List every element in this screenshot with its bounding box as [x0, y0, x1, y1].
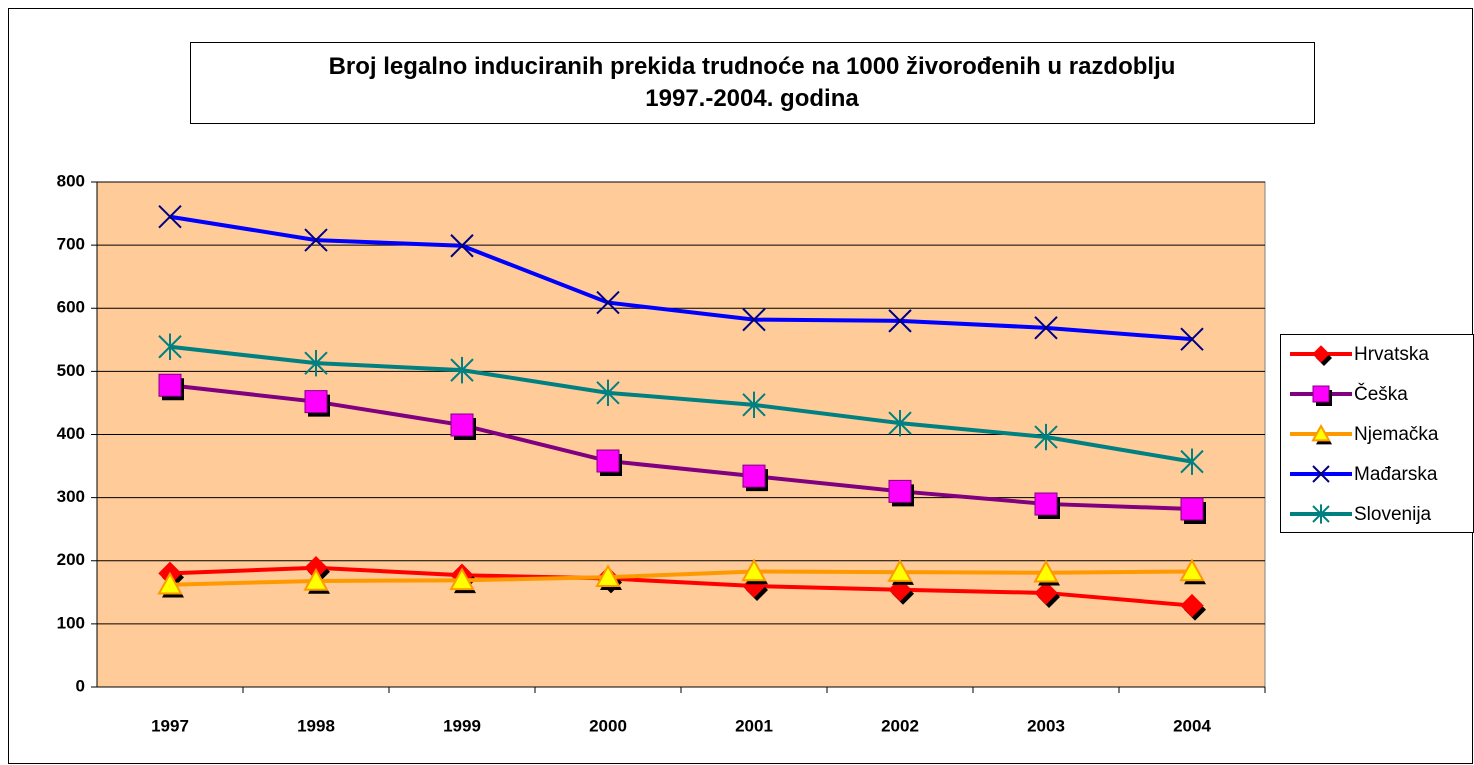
title-box [190, 42, 1315, 124]
marker [888, 309, 912, 333]
marker [1312, 345, 1330, 363]
marker [595, 564, 621, 587]
x-tick-label: 2003 [1027, 716, 1065, 735]
marker [887, 559, 913, 582]
marker [450, 356, 474, 384]
series-line [169, 214, 1193, 342]
x-tick-label: 2001 [735, 716, 773, 735]
marker [1180, 448, 1204, 475]
series-line [169, 344, 1193, 464]
marker [157, 571, 183, 595]
series-line [169, 383, 1193, 511]
marker [304, 349, 328, 377]
series-line [169, 569, 1193, 587]
marker [1033, 559, 1059, 583]
marker [888, 409, 912, 437]
y-tick-label: 100 [57, 613, 85, 632]
marker [741, 558, 767, 582]
x-tick-label: 2000 [589, 716, 627, 735]
x-tick-label: 1997 [151, 716, 189, 735]
series-line [169, 565, 1193, 608]
y-tick-label: 500 [57, 361, 85, 380]
marker [450, 413, 474, 437]
marker [304, 228, 328, 252]
legend-label: Češka [1354, 383, 1408, 405]
x-tick-label: 2002 [881, 716, 919, 735]
y-tick-label: 400 [57, 424, 85, 443]
marker [742, 464, 766, 488]
marker [1034, 316, 1058, 340]
marker [304, 390, 328, 414]
marker [1312, 504, 1330, 524]
marker [888, 479, 912, 503]
marker [450, 234, 474, 258]
marker [1180, 497, 1204, 521]
marker [158, 333, 182, 360]
marker [1312, 465, 1330, 483]
y-tick-label: 0 [76, 676, 85, 695]
y-tick-label: 700 [57, 235, 85, 254]
marker [1034, 423, 1058, 451]
marker [1034, 581, 1058, 605]
marker [888, 578, 912, 602]
marker [1180, 327, 1204, 351]
marker [1312, 385, 1330, 403]
legend-label: Hrvatska [1354, 344, 1429, 365]
marker [742, 391, 766, 419]
marker [449, 567, 475, 591]
y-tick-label: 300 [57, 487, 85, 506]
marker [158, 205, 182, 229]
marker [158, 373, 182, 397]
marker [1311, 423, 1331, 442]
y-tick-label: 800 [57, 171, 85, 190]
marker [1034, 492, 1058, 516]
marker [596, 449, 620, 473]
x-tick-label: 1999 [443, 716, 481, 735]
y-tick-label: 200 [57, 550, 85, 569]
marker [596, 290, 620, 315]
marker [1179, 558, 1205, 582]
marker [596, 379, 620, 407]
x-tick-label: 2004 [1173, 716, 1211, 735]
marker [1180, 593, 1204, 618]
marker [303, 567, 329, 591]
x-tick-label: 1998 [297, 716, 335, 735]
legend-label: Njemačka [1354, 424, 1439, 445]
legend-label: Slovenija [1354, 504, 1432, 525]
marker [742, 307, 766, 332]
legend-label: Mađarska [1354, 464, 1438, 485]
chart-title: Broj legalno induciranih prekida trudnoć… [329, 53, 1176, 112]
y-tick-label: 600 [57, 298, 85, 317]
